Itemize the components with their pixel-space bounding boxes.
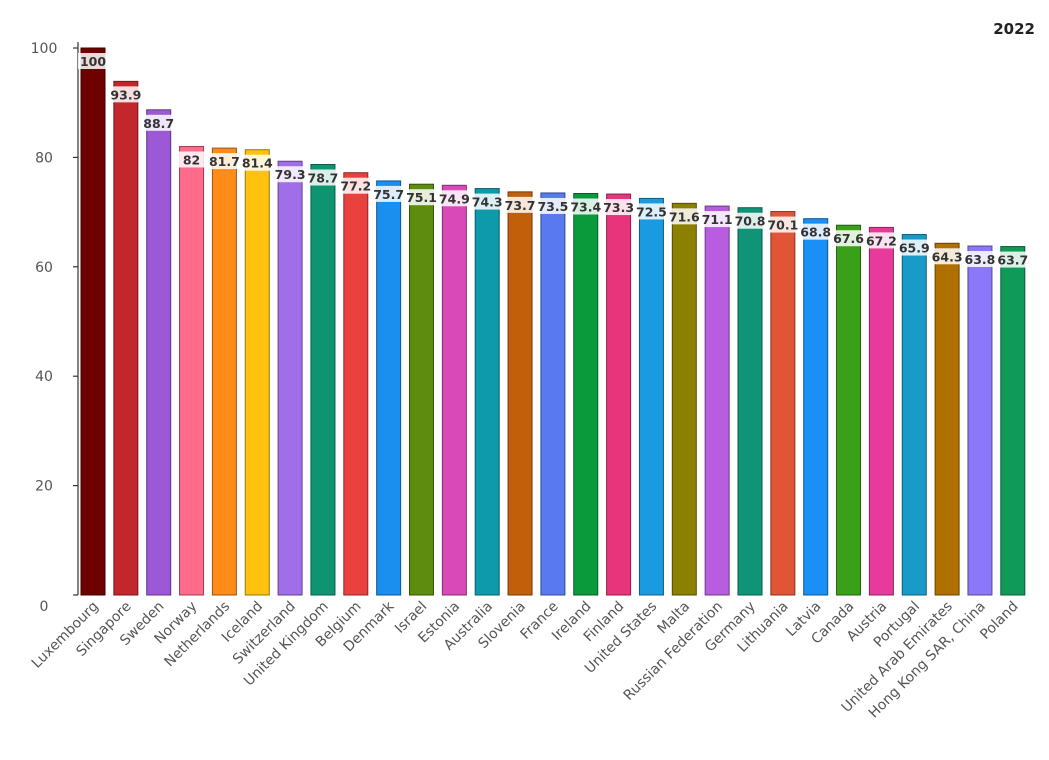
bar-israel[interactable] bbox=[409, 183, 434, 596]
bar-united-arab-emirates[interactable] bbox=[934, 242, 960, 596]
data-label: 71.1 bbox=[702, 212, 733, 227]
bar-australia[interactable] bbox=[474, 188, 500, 596]
bar-switzerland[interactable] bbox=[277, 160, 303, 596]
data-label-background bbox=[307, 169, 338, 186]
data-label-background bbox=[275, 166, 306, 183]
bar-norway[interactable] bbox=[179, 145, 205, 596]
bar-netherlands[interactable] bbox=[211, 147, 237, 596]
data-label: 79.3 bbox=[275, 167, 306, 182]
data-label-background bbox=[767, 216, 798, 233]
data-label-background bbox=[373, 185, 404, 202]
data-label: 64.3 bbox=[932, 249, 963, 264]
data-label: 81.4 bbox=[242, 156, 273, 171]
data-label-background bbox=[636, 203, 667, 220]
bar-singapore[interactable] bbox=[113, 80, 139, 596]
data-label: 72.5 bbox=[636, 204, 667, 219]
data-label: 70.8 bbox=[735, 214, 766, 229]
y-tick-label: 20 bbox=[35, 479, 53, 495]
data-label-background bbox=[472, 193, 503, 210]
bar-denmark[interactable] bbox=[376, 180, 402, 596]
bar-france[interactable] bbox=[540, 192, 566, 596]
data-label: 77.2 bbox=[340, 179, 371, 194]
data-label: 70.1 bbox=[767, 218, 798, 233]
bar-slovenia[interactable] bbox=[507, 191, 533, 596]
data-label-background bbox=[209, 153, 240, 170]
data-label: 74.9 bbox=[439, 191, 470, 206]
data-label-background bbox=[899, 239, 930, 256]
y-tick-label: 80 bbox=[35, 150, 53, 166]
bar-austria[interactable] bbox=[868, 226, 894, 596]
y-tick-label: 60 bbox=[35, 260, 53, 276]
data-label-background bbox=[932, 248, 963, 265]
bar-germany[interactable] bbox=[737, 207, 763, 596]
bar-finland[interactable] bbox=[606, 193, 632, 596]
data-label: 67.2 bbox=[866, 233, 897, 248]
data-label: 73.5 bbox=[537, 199, 568, 214]
data-label-background bbox=[669, 208, 700, 225]
data-label: 88.7 bbox=[143, 116, 174, 131]
data-label-background bbox=[964, 251, 995, 268]
data-label-background bbox=[505, 196, 536, 213]
bar-hong-kong-sar-china[interactable] bbox=[967, 245, 993, 596]
data-label-background bbox=[176, 151, 207, 168]
bar-portugal[interactable] bbox=[901, 234, 927, 596]
bar-canada[interactable] bbox=[836, 224, 862, 596]
data-label-background bbox=[78, 53, 108, 69]
bar-united-kingdom[interactable] bbox=[310, 164, 336, 596]
data-label: 68.8 bbox=[800, 225, 831, 240]
bar-sweden[interactable] bbox=[146, 109, 172, 596]
data-label-background bbox=[866, 232, 897, 249]
bar-belgium[interactable] bbox=[343, 172, 369, 596]
bar-lithuania[interactable] bbox=[770, 211, 796, 596]
data-label-background bbox=[406, 189, 437, 206]
data-label: 65.9 bbox=[899, 241, 930, 256]
data-label-background bbox=[439, 190, 470, 207]
bar-malta[interactable] bbox=[671, 202, 697, 596]
bar-latvia[interactable] bbox=[803, 218, 829, 596]
bar-russian-federation[interactable] bbox=[704, 205, 730, 596]
data-label: 100 bbox=[80, 54, 106, 69]
data-label: 93.9 bbox=[110, 87, 141, 102]
y-tick-label: 0 bbox=[40, 599, 49, 615]
bar-united-states[interactable] bbox=[638, 197, 664, 596]
bar-ireland[interactable] bbox=[573, 193, 599, 596]
data-label: 78.7 bbox=[308, 171, 339, 186]
data-label: 82 bbox=[183, 152, 200, 167]
data-label: 75.1 bbox=[406, 190, 437, 205]
data-label: 75.7 bbox=[373, 187, 404, 202]
data-label: 63.8 bbox=[965, 252, 996, 267]
data-label-background bbox=[800, 223, 831, 240]
data-label-background bbox=[242, 154, 273, 171]
data-label: 73.7 bbox=[505, 198, 536, 213]
bar-iceland[interactable] bbox=[244, 149, 270, 596]
data-label-background bbox=[143, 114, 174, 131]
data-label-background bbox=[735, 212, 765, 229]
data-label-background bbox=[997, 251, 1028, 268]
bar-poland[interactable] bbox=[1000, 246, 1026, 596]
data-label-background bbox=[110, 86, 141, 103]
data-label: 74.3 bbox=[472, 195, 503, 210]
bar-estonia[interactable] bbox=[441, 184, 467, 596]
chart-title: 2022 bbox=[993, 20, 1035, 38]
data-label-background bbox=[340, 177, 371, 194]
data-label-background bbox=[702, 211, 733, 228]
data-label: 81.7 bbox=[209, 154, 240, 169]
bar-luxembourg[interactable] bbox=[80, 47, 106, 596]
y-tick-label: 100 bbox=[31, 41, 58, 57]
data-label: 67.6 bbox=[833, 231, 864, 246]
data-label: 73.4 bbox=[570, 200, 601, 215]
data-label: 71.6 bbox=[669, 209, 700, 224]
data-label-background bbox=[603, 199, 634, 216]
data-label: 73.3 bbox=[603, 200, 634, 215]
data-label: 63.7 bbox=[997, 253, 1028, 268]
data-label-background bbox=[570, 198, 601, 215]
data-label-background bbox=[833, 230, 864, 247]
y-tick-label: 40 bbox=[35, 369, 53, 385]
data-label-background bbox=[537, 197, 568, 214]
